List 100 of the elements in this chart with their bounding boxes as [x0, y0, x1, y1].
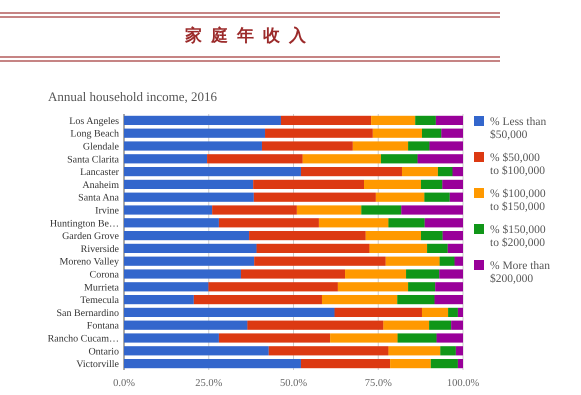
bar [454, 256, 463, 266]
y-tick-label: Temecula [80, 295, 120, 306]
bar [124, 116, 281, 126]
y-tick-label: Murrieta [84, 282, 120, 294]
x-tick-label: 50.0% [280, 378, 308, 389]
bar [429, 320, 452, 330]
bar [361, 205, 402, 215]
bar [386, 256, 440, 266]
bar [334, 308, 422, 318]
y-tick-label: Huntington Be… [50, 218, 119, 230]
bar [452, 166, 463, 176]
bar [439, 269, 463, 279]
bar [418, 154, 463, 164]
y-tick-label: Rancho Cucam… [48, 334, 119, 344]
bar [436, 333, 463, 343]
bar [280, 116, 372, 126]
bar [366, 230, 421, 240]
bar [194, 294, 322, 304]
bar [424, 192, 450, 202]
bar [124, 218, 219, 228]
bar [440, 346, 456, 356]
bar [372, 128, 422, 138]
bar [124, 180, 254, 190]
bar [212, 205, 297, 215]
bar [440, 256, 455, 266]
y-tick-label: Los Angeles [69, 116, 120, 127]
y-tick-label: Long Beach [70, 128, 119, 140]
bar [265, 128, 373, 138]
bar [254, 192, 376, 202]
bar [427, 244, 448, 254]
bar [296, 205, 362, 215]
bar [124, 308, 335, 318]
bar [458, 308, 463, 318]
bar [124, 128, 266, 138]
bar [256, 244, 370, 254]
bar [345, 269, 406, 279]
bar [300, 358, 390, 368]
x-tick-label: 100.0% [446, 378, 480, 389]
chart-subtitle: Annual household income, 2016 [48, 89, 218, 104]
bar [456, 346, 463, 356]
bar [124, 192, 254, 202]
legend-label: % $150,000 to $200,000 [490, 224, 546, 249]
y-tick-label: Victorville [76, 359, 120, 370]
x-tick-label: 0.0% [113, 378, 136, 389]
bar [240, 269, 346, 279]
bar [420, 230, 443, 240]
bar [124, 333, 219, 343]
legend-label: % More than $200,000 [490, 260, 550, 285]
bar [124, 154, 208, 164]
bar [208, 282, 338, 292]
y-tick-label: Ontario [88, 346, 119, 358]
bar [438, 166, 452, 176]
bar [451, 320, 463, 330]
bar [422, 128, 442, 138]
x-tick-label: 75.0% [364, 378, 392, 389]
bar [249, 230, 366, 240]
bar [124, 320, 248, 330]
y-tick-label: Glendale [82, 142, 120, 152]
bar [124, 358, 301, 368]
bar [268, 346, 388, 356]
bar [434, 294, 463, 304]
legend-label: % $50,000 to $100,000 [490, 152, 546, 177]
bar [406, 269, 440, 279]
bar [402, 166, 438, 176]
bar [390, 358, 431, 368]
bar [441, 128, 463, 138]
bar [364, 180, 421, 190]
y-tick-label: Garden Grove [62, 231, 120, 242]
bar [420, 180, 442, 190]
bar [369, 244, 428, 254]
bar [424, 218, 463, 228]
y-tick-label: Lancaster [80, 167, 120, 178]
legend-label: % $100,000 to $150,000 [490, 188, 546, 213]
bar [338, 282, 408, 292]
bar [124, 166, 301, 176]
x-tick-label: 25.0% [195, 378, 223, 389]
bar [124, 269, 241, 279]
y-tick-label: Anaheim [82, 180, 120, 191]
bar [397, 294, 435, 304]
bar [448, 308, 458, 318]
bar [207, 154, 303, 164]
bar [458, 358, 463, 368]
bar [429, 141, 463, 151]
y-tick-label: Moreno Valley [59, 256, 119, 268]
bar [300, 166, 402, 176]
bar [124, 346, 269, 356]
bar [124, 141, 262, 151]
bar [262, 141, 353, 151]
y-tick-label: Santa Clarita [67, 154, 120, 166]
bar [330, 333, 398, 343]
bar [398, 333, 437, 343]
y-tick-label: San Bernardino [56, 308, 119, 319]
bar [408, 141, 430, 151]
bar [322, 294, 398, 304]
bar [253, 180, 364, 190]
bar [380, 154, 418, 164]
bar [352, 141, 408, 151]
bar [302, 154, 381, 164]
bar [430, 358, 458, 368]
y-tick-label: Santa Ana [78, 192, 120, 204]
